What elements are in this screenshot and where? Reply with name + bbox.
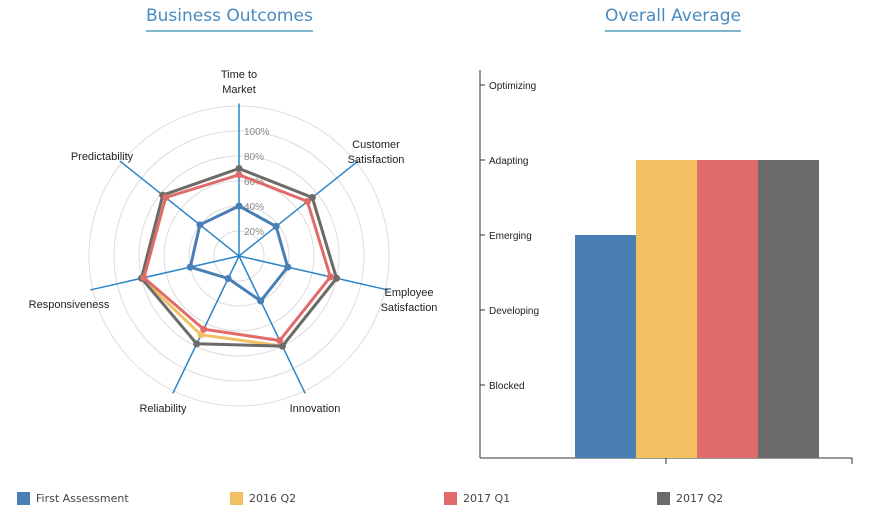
bar-2 xyxy=(636,160,697,458)
radar-series-1 xyxy=(188,204,290,303)
legend-item[interactable]: 2016 Q2 xyxy=(230,492,296,505)
radar-axis-line-6 xyxy=(90,255,240,291)
radar-tick-label: 80% xyxy=(244,152,264,163)
radar-axis-line-7 xyxy=(119,160,240,257)
radar-point xyxy=(200,325,208,333)
chart-legend: First Assessment 2016 Q2 2017 Q1 2017 Q2 xyxy=(0,492,887,516)
legend-item[interactable]: 2017 Q2 xyxy=(657,492,723,505)
radar-point xyxy=(162,194,170,202)
radar-point xyxy=(193,340,201,348)
radar-point xyxy=(197,331,205,339)
radar-point xyxy=(284,263,292,271)
bar-chart-title: Overall Average xyxy=(605,6,741,32)
radar-point xyxy=(308,194,316,202)
radar-point xyxy=(235,202,243,210)
radar-axis-label: Responsiveness xyxy=(29,299,110,311)
legend-swatch xyxy=(657,492,670,505)
radar-axis-line-2 xyxy=(238,160,359,257)
legend-label: 2017 Q2 xyxy=(676,492,724,505)
legend-label: 2017 Q1 xyxy=(463,492,511,505)
bar-y-tick-label: Optimizing xyxy=(489,81,536,92)
radar-series-4 xyxy=(140,167,338,348)
radar-tick-label: 40% xyxy=(244,202,264,213)
radar-series-3 xyxy=(142,173,332,342)
radar-point xyxy=(224,275,232,283)
radar-point xyxy=(272,222,280,230)
legend-label: First Assessment xyxy=(36,492,129,505)
radar-axis-line-4 xyxy=(238,255,306,394)
radar-point xyxy=(235,165,243,172)
bar-y-tick-label: Adapting xyxy=(489,156,528,167)
radar-chart-title: Business Outcomes xyxy=(146,6,313,32)
legend-item[interactable]: 2017 Q1 xyxy=(444,492,510,505)
radar-point xyxy=(196,221,204,229)
radar-axis-line-3 xyxy=(238,255,388,291)
radar-point xyxy=(332,274,340,282)
bar-y-tick-label: Developing xyxy=(489,306,539,317)
legend-label: 2016 Q2 xyxy=(249,492,297,505)
bar-4 xyxy=(758,160,819,458)
radar-tick-label: 60% xyxy=(244,177,264,188)
radar-axis-label: Reliability xyxy=(139,403,187,415)
radar-axis-label: Time to Market xyxy=(221,69,257,96)
radar-point xyxy=(276,336,284,344)
bar-3 xyxy=(697,160,758,458)
radar-point xyxy=(303,197,311,205)
legend-item[interactable]: First Assessment xyxy=(17,492,129,505)
radar-axis-label: Predictability xyxy=(71,151,134,163)
radar-axis-label: Innovation xyxy=(290,403,341,415)
radar-tick-label: 20% xyxy=(244,227,264,238)
radar-point xyxy=(140,274,148,282)
bar-y-tick-label: Blocked xyxy=(489,381,525,392)
bar-y-tick-label: Emerging xyxy=(489,231,532,242)
radar-point xyxy=(257,297,265,305)
bar-1 xyxy=(575,235,636,458)
radar-tick-label: 100% xyxy=(244,127,270,138)
legend-swatch xyxy=(17,492,30,505)
radar-point xyxy=(278,342,286,350)
radar-point xyxy=(235,171,243,179)
radar-axis-label: Customer Satisfaction xyxy=(348,139,405,166)
legend-swatch xyxy=(230,492,243,505)
legend-swatch xyxy=(444,492,457,505)
radar-axis-label: Employee Satisfaction xyxy=(381,287,438,314)
radar-point xyxy=(186,263,194,271)
radar-point xyxy=(326,273,334,281)
